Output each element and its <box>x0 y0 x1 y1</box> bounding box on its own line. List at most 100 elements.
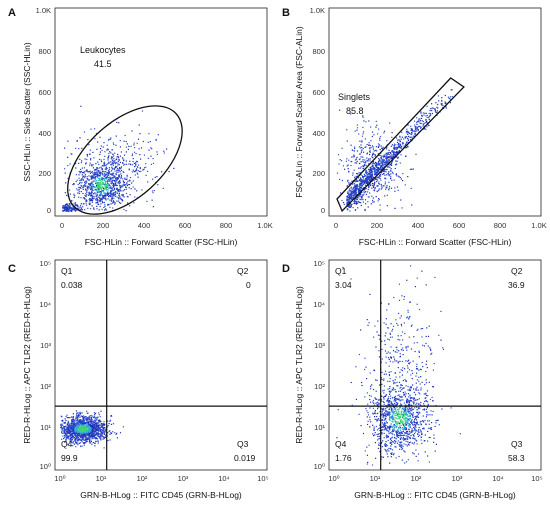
event-dot <box>354 181 356 183</box>
event-dot <box>69 207 71 209</box>
event-dot <box>386 429 388 432</box>
event-dot <box>414 415 416 418</box>
event-dot <box>70 422 72 424</box>
event-dot <box>400 414 402 416</box>
event-dot <box>394 397 396 399</box>
event-dot <box>361 179 363 181</box>
event-dot <box>104 204 106 206</box>
event-dot <box>132 169 134 171</box>
event-dot <box>119 161 121 163</box>
event-dot <box>367 196 369 198</box>
event-dot <box>112 142 114 144</box>
event-dot <box>386 437 388 439</box>
event-dot <box>414 433 416 435</box>
event-dot <box>350 193 352 196</box>
event-dot <box>83 167 86 169</box>
event-dot <box>93 177 95 179</box>
event-dot <box>395 412 397 414</box>
event-dot <box>378 188 380 190</box>
event-dot <box>356 186 358 188</box>
event-dot <box>96 167 98 169</box>
y-tick-label: 1.0K <box>310 6 325 15</box>
event-dot <box>411 129 414 131</box>
event-dot <box>369 173 371 175</box>
event-dot <box>120 187 122 189</box>
event-dot <box>85 434 87 437</box>
event-dot <box>68 435 70 437</box>
event-dot <box>80 162 82 164</box>
event-dot <box>350 204 352 206</box>
event-dot <box>72 425 74 427</box>
event-dot <box>412 401 414 403</box>
event-dot <box>125 186 127 188</box>
event-dot <box>100 423 102 425</box>
event-dot <box>95 421 97 423</box>
event-dot <box>110 164 112 166</box>
event-dot <box>350 144 352 146</box>
event-dot <box>100 194 102 196</box>
event-dot <box>64 208 66 211</box>
event-dot <box>93 207 95 209</box>
event-dot <box>402 415 404 417</box>
event-dot <box>381 422 384 424</box>
event-dot <box>114 180 116 182</box>
event-dot <box>106 176 108 178</box>
event-dot <box>95 417 97 419</box>
event-dot <box>378 161 380 163</box>
event-dot <box>71 416 73 418</box>
event-dot <box>423 408 425 410</box>
event-dot <box>384 395 387 397</box>
event-dot <box>354 194 356 196</box>
event-dot <box>148 149 150 151</box>
event-dot <box>386 410 388 412</box>
event-dot <box>89 153 91 155</box>
event-dot <box>396 160 398 162</box>
event-dot <box>89 430 91 432</box>
event-dot <box>86 187 88 189</box>
event-dot <box>396 432 398 434</box>
event-dot <box>360 199 362 201</box>
event-dot <box>82 418 84 420</box>
event-dot <box>394 151 396 154</box>
event-dot <box>99 426 101 429</box>
event-dot <box>393 424 395 426</box>
event-dot <box>83 434 85 436</box>
event-dot <box>386 435 388 437</box>
event-dot <box>364 176 366 178</box>
event-dot <box>82 185 85 187</box>
event-dot <box>348 192 350 194</box>
event-dot <box>72 432 74 434</box>
event-dot <box>80 433 83 435</box>
event-dot <box>352 149 354 151</box>
event-dot <box>403 428 405 431</box>
event-dot <box>347 164 349 166</box>
event-dot <box>369 180 371 182</box>
event-dot <box>392 157 394 159</box>
event-dot <box>354 147 356 150</box>
event-dot <box>76 425 78 427</box>
event-dot <box>394 407 396 410</box>
event-dot <box>366 143 368 146</box>
event-dot <box>95 185 98 187</box>
event-dot <box>91 421 93 423</box>
event-dot <box>435 102 437 104</box>
event-dot <box>391 436 393 438</box>
event-dot <box>392 454 395 456</box>
event-dot <box>117 160 119 162</box>
event-dot <box>127 196 129 198</box>
event-dot <box>353 186 355 189</box>
event-dot <box>402 142 405 144</box>
event-dot <box>404 394 406 396</box>
event-dot <box>86 176 88 178</box>
event-dot <box>117 181 120 183</box>
event-dot <box>399 400 401 402</box>
event-dot <box>405 147 407 149</box>
x-ticks-b: 0 200 400 600 800 1.0K <box>334 221 547 230</box>
event-dot <box>377 177 379 179</box>
event-dot <box>166 148 168 150</box>
event-dot <box>387 162 389 164</box>
event-dot <box>124 178 126 180</box>
event-dot <box>114 167 116 169</box>
event-dot <box>371 166 373 168</box>
event-dot <box>436 110 438 112</box>
